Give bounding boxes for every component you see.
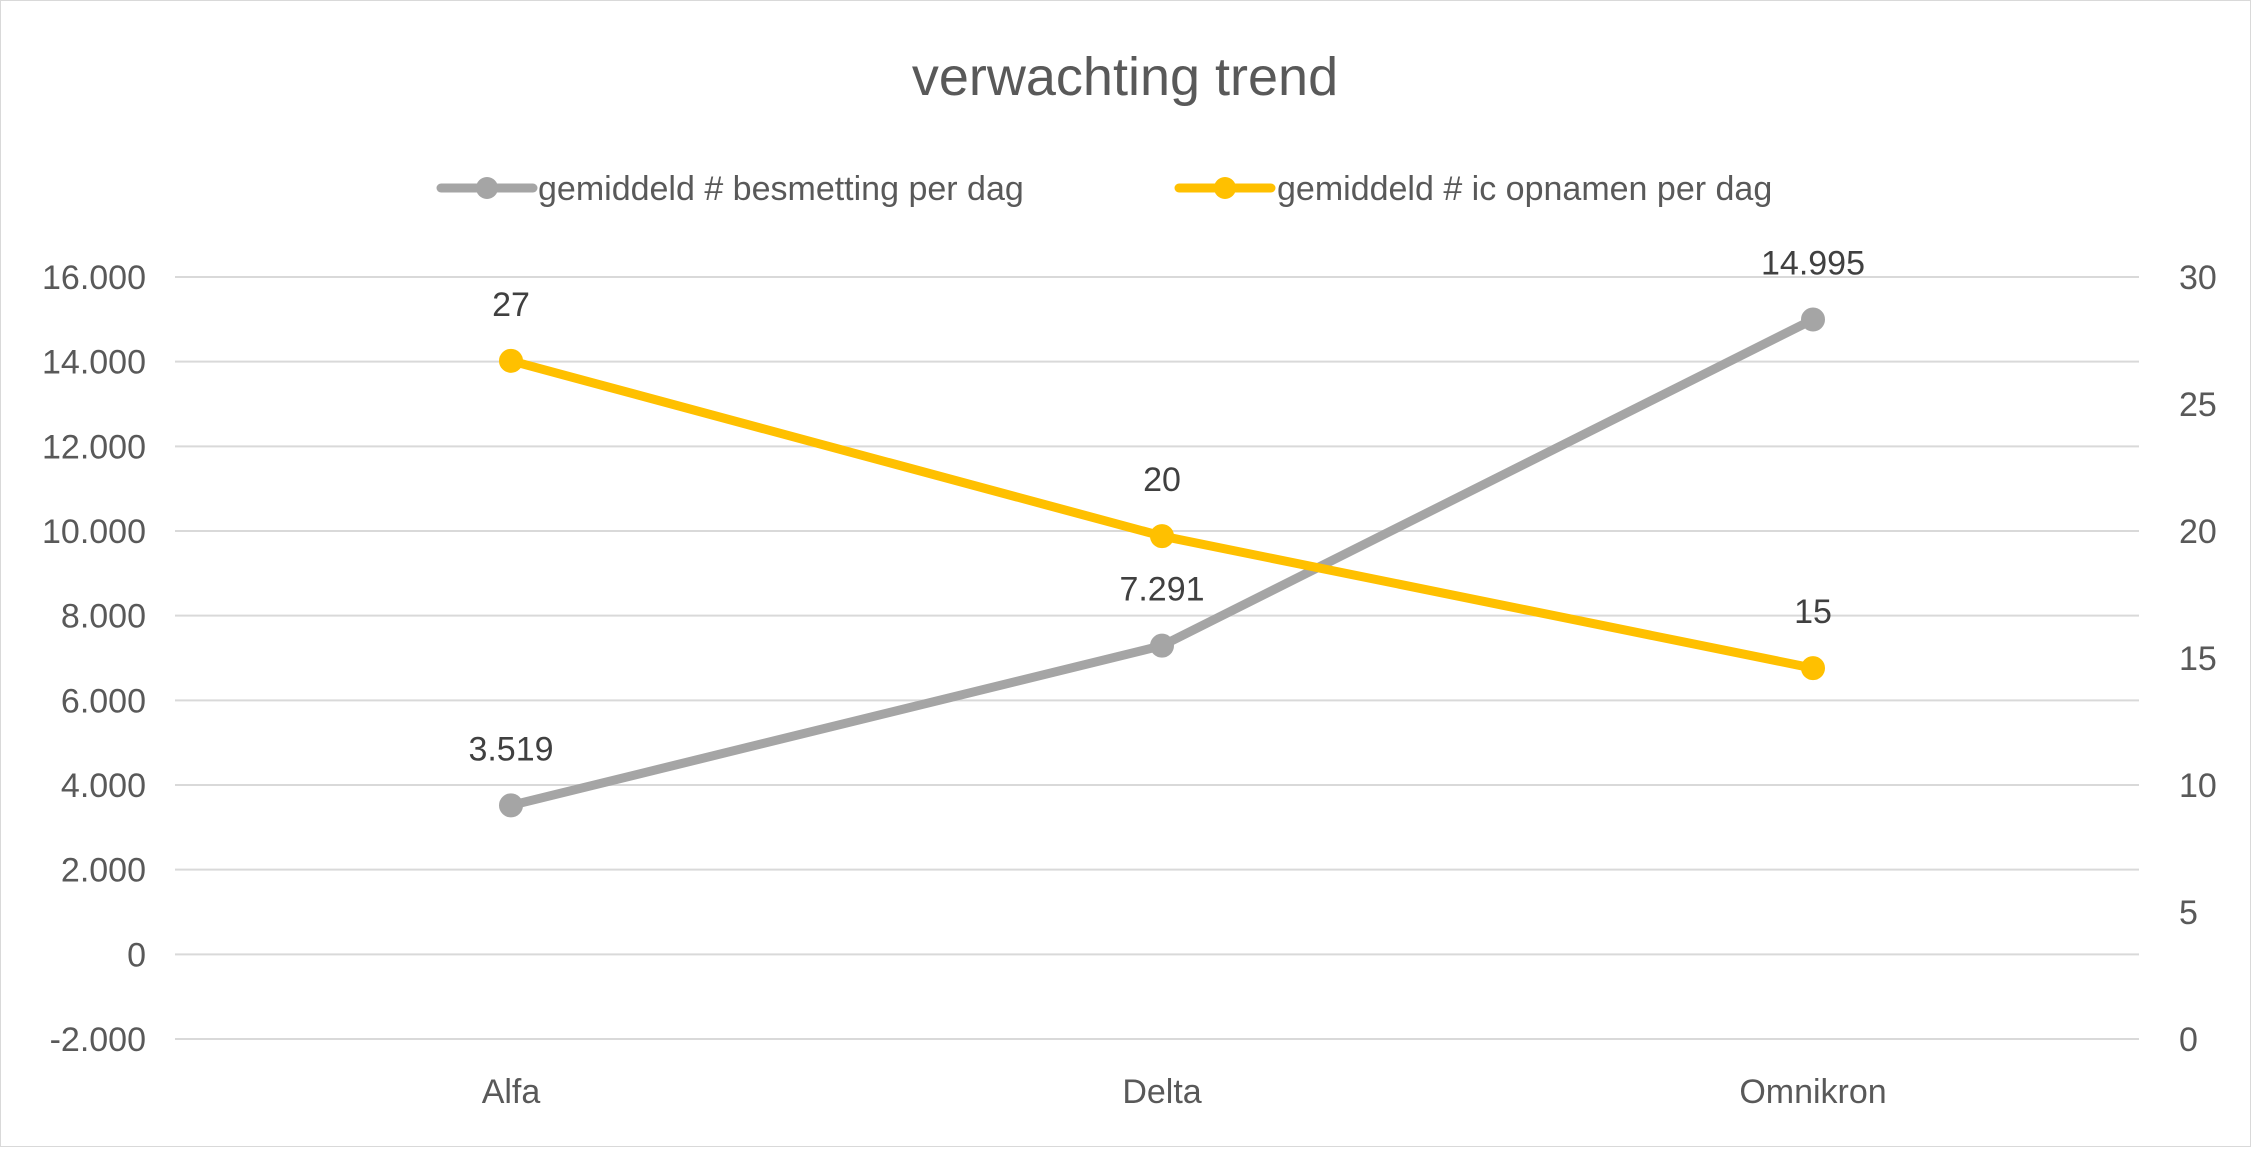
x-category-label: Alfa [482, 1073, 541, 1111]
y-left-tick-label: 10.000 [42, 513, 146, 551]
y-left-tick-label: 16.000 [42, 259, 146, 297]
data-point-marker [1801, 656, 1825, 681]
data-point-marker [499, 348, 523, 373]
right-axis-tick-labels: 0 5 10 15 20 25 30 [2179, 259, 2217, 1059]
y-right-tick-label: 10 [2179, 767, 2217, 805]
data-label: 3.519 [468, 730, 553, 768]
data-label: 20 [1143, 461, 1181, 499]
series-line [506, 315, 1818, 810]
data-label: 15 [1794, 593, 1832, 631]
x-category-label: Delta [1122, 1073, 1201, 1111]
legend: gemiddeld # besmetting per dag gemiddeld … [436, 170, 1772, 208]
x-category-label: Omnikron [1739, 1073, 1886, 1111]
y-right-tick-label: 0 [2179, 1021, 2198, 1059]
gridlines [175, 276, 2139, 1040]
y-left-tick-label: 8.000 [61, 598, 146, 636]
legend-entry-label: gemiddeld # besmetting per dag [538, 170, 1024, 208]
y-left-tick-label: 2.000 [61, 852, 146, 890]
data-label: 27 [492, 286, 530, 324]
data-point-marker [499, 793, 523, 818]
data-label: 14.995 [1761, 245, 1865, 283]
y-left-tick-label: 14.000 [42, 344, 146, 382]
legend-marker [1214, 177, 1236, 199]
chart-title: verwachting trend [912, 47, 1338, 107]
y-left-tick-label: 12.000 [42, 428, 146, 466]
category-axis-labels: Alfa Delta Omnikron [482, 1073, 1887, 1111]
data-label: 7.291 [1119, 571, 1204, 609]
series-line [506, 356, 1818, 673]
y-left-tick-label: 4.000 [61, 767, 146, 805]
legend-entry-label: gemiddeld # ic opnamen per dag [1277, 170, 1772, 208]
data-point-marker [1150, 524, 1174, 549]
series-lines [499, 307, 1825, 818]
data-point-marker [1150, 633, 1174, 658]
y-right-tick-label: 30 [2179, 259, 2217, 297]
y-right-tick-label: 25 [2179, 386, 2217, 424]
legend-marker [476, 177, 498, 199]
y-left-tick-label: 0 [127, 936, 146, 974]
y-right-tick-label: 15 [2179, 640, 2217, 678]
y-right-tick-label: 20 [2179, 513, 2217, 551]
y-left-tick-label: 6.000 [61, 682, 146, 720]
data-labels: 3.519 7.291 14.995 27 20 15 [468, 245, 1865, 769]
left-axis-tick-labels: -2.000 0 2.000 4.000 6.000 8.000 10.000 12.000 1… [42, 259, 146, 1059]
y-right-tick-label: 5 [2179, 894, 2198, 932]
data-point-marker [1801, 307, 1825, 332]
y-left-tick-label: -2.000 [50, 1021, 146, 1059]
